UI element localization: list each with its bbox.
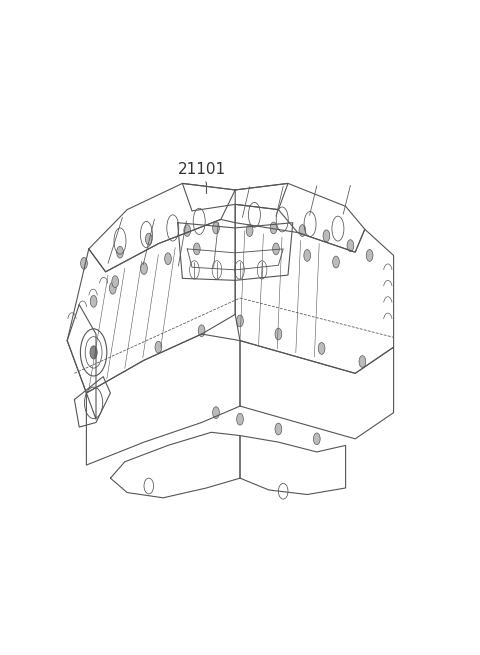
Ellipse shape xyxy=(270,222,277,234)
Ellipse shape xyxy=(275,328,282,340)
Ellipse shape xyxy=(366,250,373,261)
Ellipse shape xyxy=(304,250,311,261)
Ellipse shape xyxy=(213,407,219,419)
Ellipse shape xyxy=(333,256,339,268)
Ellipse shape xyxy=(318,343,325,354)
Ellipse shape xyxy=(184,225,191,236)
Ellipse shape xyxy=(141,263,147,274)
Ellipse shape xyxy=(359,356,366,367)
Ellipse shape xyxy=(81,257,87,269)
Ellipse shape xyxy=(155,341,162,353)
Ellipse shape xyxy=(273,243,279,255)
Ellipse shape xyxy=(299,225,306,236)
Ellipse shape xyxy=(246,225,253,236)
Ellipse shape xyxy=(165,253,171,265)
Ellipse shape xyxy=(112,276,119,288)
Ellipse shape xyxy=(347,240,354,252)
Ellipse shape xyxy=(193,243,200,255)
Ellipse shape xyxy=(275,423,282,435)
Ellipse shape xyxy=(237,315,243,327)
Ellipse shape xyxy=(109,282,116,294)
Ellipse shape xyxy=(117,246,123,258)
Ellipse shape xyxy=(90,295,97,307)
Ellipse shape xyxy=(313,433,320,445)
Text: 21101: 21101 xyxy=(178,162,226,183)
Ellipse shape xyxy=(90,346,97,359)
Ellipse shape xyxy=(145,233,152,245)
Ellipse shape xyxy=(213,222,219,234)
Ellipse shape xyxy=(198,325,205,337)
Ellipse shape xyxy=(237,413,243,425)
Ellipse shape xyxy=(323,230,330,242)
